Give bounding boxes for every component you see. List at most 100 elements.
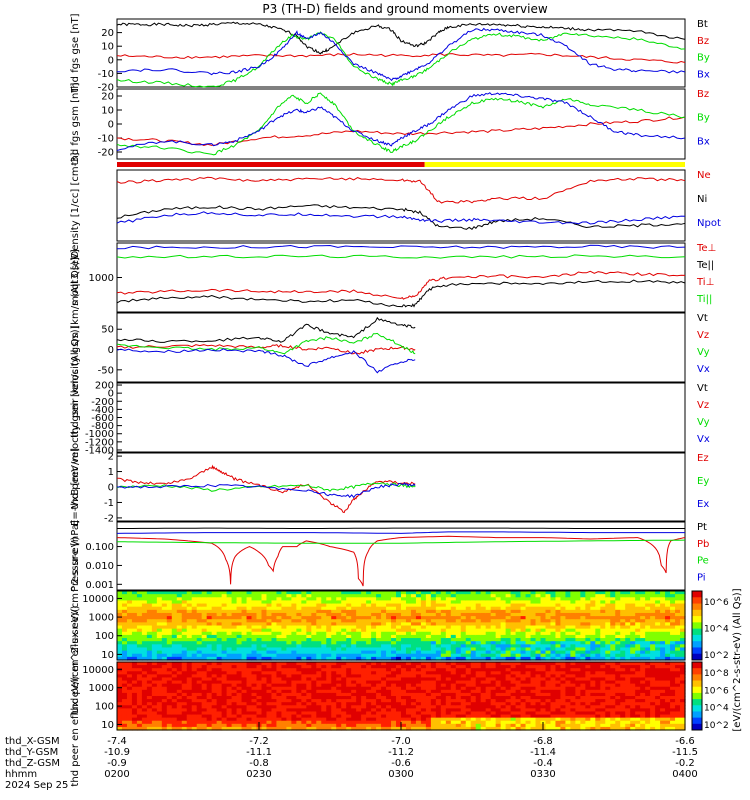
heatmap-cell bbox=[645, 612, 651, 617]
heatmap-cell bbox=[520, 671, 527, 675]
heatmap-cell bbox=[590, 711, 596, 716]
heatmap-cell bbox=[256, 644, 263, 649]
heatmap-cell bbox=[346, 674, 352, 679]
heatmap-cell bbox=[241, 674, 248, 679]
heatmap-cell bbox=[171, 612, 178, 617]
heatmap-cell bbox=[435, 662, 442, 666]
heatmap-cell bbox=[530, 647, 537, 652]
heatmap-cell bbox=[405, 671, 412, 675]
heatmap-cell bbox=[371, 705, 377, 709]
heatmap-cell bbox=[296, 591, 302, 595]
heatmap-cell bbox=[156, 647, 163, 652]
heatmap-cell bbox=[560, 683, 567, 688]
heatmap-cell bbox=[126, 702, 133, 706]
heatmap-cell bbox=[201, 634, 208, 639]
heatmap-cell bbox=[371, 656, 377, 661]
heatmap-cell bbox=[166, 591, 173, 595]
heatmap-cell bbox=[366, 609, 372, 614]
heatmap-cell bbox=[331, 723, 337, 728]
heatmap-cell bbox=[371, 677, 377, 682]
heatmap-cell bbox=[500, 680, 507, 685]
heatmap-cell bbox=[555, 656, 562, 661]
heatmap-cell bbox=[176, 594, 183, 598]
heatmap-cell bbox=[236, 594, 243, 598]
heatmap-cell bbox=[321, 609, 327, 614]
heatmap-cell bbox=[465, 625, 472, 630]
heatmap-cell bbox=[261, 594, 268, 598]
heatmap-cell bbox=[266, 686, 273, 691]
heatmap-cell bbox=[321, 723, 327, 728]
heatmap-cell bbox=[435, 641, 442, 645]
heatmap-cell bbox=[241, 644, 248, 649]
heatmap-cell bbox=[381, 619, 387, 623]
heatmap-cell bbox=[151, 622, 158, 627]
heatmap-cell bbox=[146, 612, 153, 617]
heatmap-cell bbox=[630, 600, 636, 605]
heatmap-cell bbox=[675, 653, 681, 658]
heatmap-cell bbox=[515, 603, 522, 608]
ytick-label: 0 bbox=[108, 55, 114, 66]
heatmap-cell bbox=[141, 616, 148, 620]
heatmap-cell bbox=[231, 708, 238, 713]
heatmap-cell bbox=[475, 696, 482, 700]
heatmap-cell bbox=[535, 625, 542, 630]
heatmap-cell bbox=[625, 641, 631, 645]
heatmap-cell bbox=[211, 647, 218, 652]
heatmap-cell bbox=[415, 622, 422, 627]
heatmap-cell bbox=[351, 662, 357, 666]
heatmap-cell bbox=[525, 668, 532, 672]
heatmap-cell bbox=[321, 708, 327, 713]
heatmap-cell bbox=[625, 597, 631, 602]
heatmap-cell bbox=[206, 631, 213, 636]
heatmap-cell bbox=[565, 696, 572, 700]
heatmap-cell bbox=[276, 641, 283, 645]
heatmap-cell bbox=[620, 726, 626, 731]
heatmap-cell bbox=[256, 622, 263, 627]
heatmap-cell bbox=[136, 619, 143, 623]
heatmap-cell bbox=[321, 600, 327, 605]
heatmap-cell bbox=[291, 616, 297, 620]
heatmap-cell bbox=[455, 653, 462, 658]
heatmap-cell bbox=[640, 696, 646, 700]
heatmap-cell bbox=[425, 689, 432, 694]
heatmap-cell bbox=[640, 616, 646, 620]
heatmap-cell bbox=[361, 603, 367, 608]
heatmap-cell bbox=[535, 720, 542, 725]
heatmap-cell bbox=[261, 644, 268, 649]
heatmap-cell bbox=[445, 726, 452, 731]
heatmap-cell bbox=[206, 591, 213, 595]
heatmap-cell bbox=[396, 683, 402, 688]
heatmap-cell bbox=[401, 665, 407, 669]
heatmap-cell bbox=[346, 702, 352, 706]
heatmap-cell bbox=[565, 600, 572, 605]
heatmap-cell bbox=[281, 647, 288, 652]
heatmap-cell bbox=[131, 628, 138, 633]
heatmap-cell bbox=[565, 680, 572, 685]
heatmap-cell bbox=[176, 653, 183, 658]
heatmap-cell bbox=[271, 680, 278, 685]
heatmap-cell bbox=[600, 631, 606, 636]
heatmap-cell bbox=[580, 600, 586, 605]
heatmap-cell bbox=[261, 677, 268, 682]
heatmap-cell bbox=[346, 634, 352, 639]
heatmap-cell bbox=[600, 600, 606, 605]
heatmap-cell bbox=[485, 597, 492, 602]
heatmap-cell bbox=[366, 628, 372, 633]
heatmap-cell bbox=[141, 597, 148, 602]
panel-10: thd peer en eflux eV/(cm^2-s-sr-eV) 10000… bbox=[70, 605, 686, 787]
heatmap-cell bbox=[161, 696, 168, 700]
heatmap-cell bbox=[475, 708, 482, 713]
heatmap-cell bbox=[600, 702, 606, 706]
heatmap-cell bbox=[415, 668, 422, 672]
heatmap-cell bbox=[510, 723, 517, 728]
heatmap-cell bbox=[580, 680, 586, 685]
heatmap-cell bbox=[291, 650, 297, 655]
heatmap-cell bbox=[480, 597, 487, 602]
heatmap-cell bbox=[386, 638, 392, 642]
heatmap-cell bbox=[470, 680, 477, 685]
heatmap-cell bbox=[405, 600, 412, 605]
heatmap-cell bbox=[181, 696, 188, 700]
heatmap-cell bbox=[331, 594, 337, 598]
heatmap-cell bbox=[311, 705, 317, 709]
heatmap-cell bbox=[440, 641, 447, 645]
